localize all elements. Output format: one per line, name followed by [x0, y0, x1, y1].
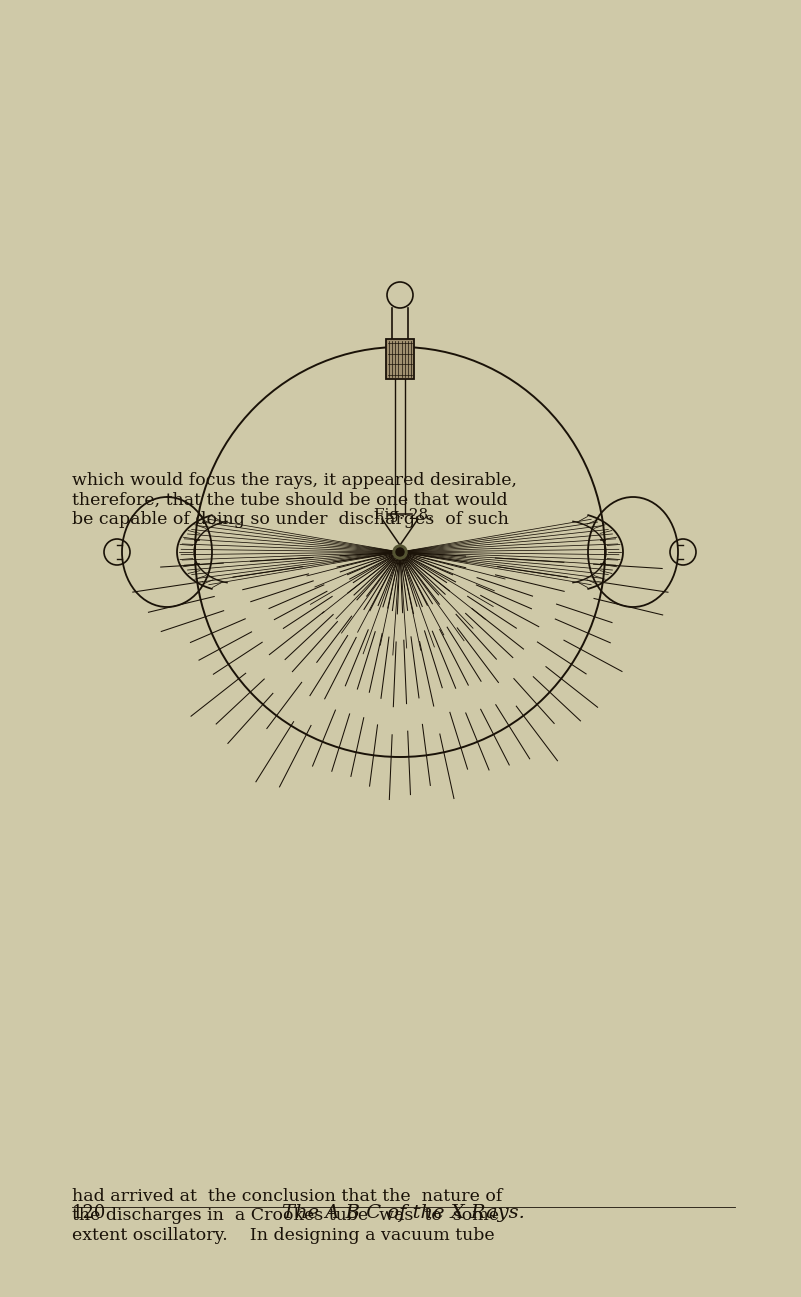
Text: which would focus the rays, it appeared desirable,: which would focus the rays, it appeared … — [72, 472, 517, 489]
Text: 120: 120 — [72, 1204, 107, 1222]
Text: extent oscillatory.    In designing a vacuum tube: extent oscillatory. In designing a vacuu… — [72, 1227, 495, 1244]
Text: The A B C of the X Rays.: The A B C of the X Rays. — [282, 1204, 525, 1222]
Text: Fig. 28.: Fig. 28. — [374, 508, 433, 521]
Circle shape — [396, 549, 404, 556]
Text: be capable of doing so under  discharges  of such: be capable of doing so under discharges … — [72, 511, 509, 528]
Circle shape — [393, 545, 407, 559]
Text: had arrived at  the conclusion that the  nature of: had arrived at the conclusion that the n… — [72, 1188, 502, 1205]
Bar — [386, 339, 414, 379]
Text: the discharges in  a Crookes tube  was  to  some: the discharges in a Crookes tube was to … — [72, 1208, 499, 1224]
Text: therefore, that the tube should be one that would: therefore, that the tube should be one t… — [72, 492, 508, 508]
